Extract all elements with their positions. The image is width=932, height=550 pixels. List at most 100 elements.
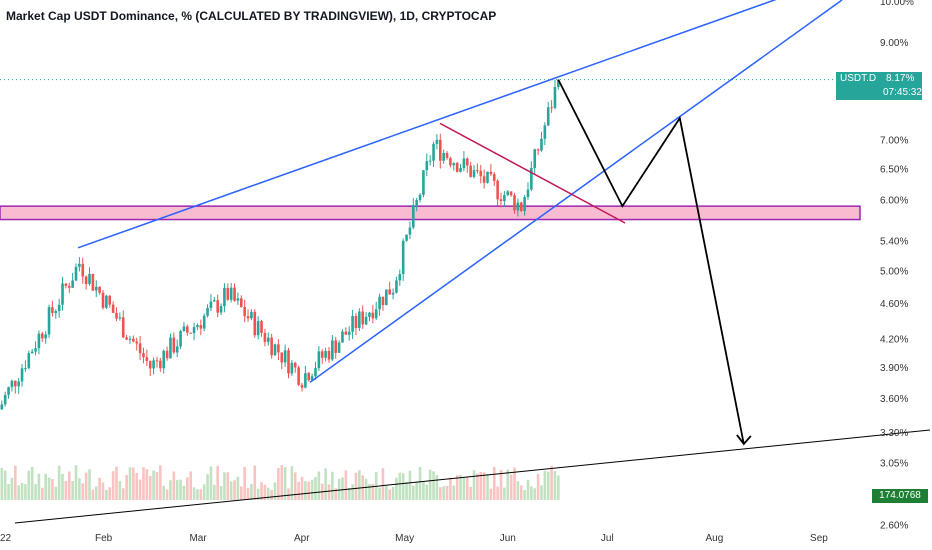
volume-bar (253, 465, 257, 500)
volume-bar (115, 466, 118, 500)
candle-body (57, 304, 61, 312)
candle-body (74, 266, 78, 281)
candle-body (371, 312, 375, 319)
candle-body (189, 332, 192, 334)
candle-body (121, 317, 125, 338)
candle-body (64, 283, 68, 286)
candle-body (155, 360, 159, 362)
volume-bar (51, 479, 54, 500)
volume-bar (105, 489, 108, 500)
candle-body (283, 350, 287, 363)
volume-bar (256, 488, 260, 500)
volume-bar (61, 473, 64, 500)
candle-body (526, 189, 530, 198)
volume-bar (388, 489, 391, 500)
volume-bar (118, 481, 122, 500)
volume-bar (37, 473, 41, 500)
candle-body (476, 170, 479, 172)
volume-bar (78, 478, 81, 500)
candle-body (364, 316, 368, 325)
candle-body (3, 394, 7, 405)
candle-body (175, 346, 179, 353)
candle-body (550, 107, 553, 109)
volume-bar (74, 465, 78, 500)
volume-bar (476, 473, 479, 500)
candle-body (47, 307, 51, 335)
volume-bar (3, 470, 7, 500)
volume-bar (391, 487, 395, 500)
volume-bar (452, 485, 456, 500)
candle-body (293, 362, 297, 368)
volume-bar (540, 485, 543, 500)
y-tick-label: 3.30% (880, 428, 908, 439)
volume-bar (287, 488, 290, 500)
volume-bar (135, 473, 139, 500)
candle-body (516, 202, 520, 211)
candle-body (445, 153, 449, 158)
volume-bar (482, 472, 486, 500)
y-tick-label: 6.50% (880, 164, 908, 175)
volume-bar (297, 481, 300, 500)
candle-body (489, 171, 493, 175)
volume-bar (304, 481, 307, 500)
volume-bar (128, 467, 132, 500)
candle-body (34, 348, 37, 352)
volume-bar (300, 476, 304, 500)
volume-bar (233, 480, 236, 500)
candle-body (479, 170, 483, 177)
candle-body (0, 404, 4, 410)
volume-bar (465, 476, 469, 500)
volume-bar (213, 484, 216, 500)
volume-bar (492, 467, 496, 500)
candle-body (519, 202, 523, 212)
candle-body (142, 353, 145, 358)
volume-bar (371, 483, 375, 500)
x-tick-label: Jul (601, 533, 614, 544)
y-tick-label: 5.40% (880, 237, 908, 248)
candle-body (432, 143, 435, 161)
y-tick-label: 3.05% (880, 459, 908, 470)
candle-body (125, 337, 128, 340)
volume-bar (455, 475, 459, 500)
candle-body (71, 280, 74, 288)
volume-bar (263, 484, 267, 500)
volume-bar (260, 482, 263, 500)
volume-bar (138, 479, 142, 500)
candle-body (40, 333, 44, 339)
volume-bar (334, 488, 338, 500)
volume-bar (91, 489, 95, 500)
candle-body (469, 165, 472, 177)
candle-body (449, 157, 452, 166)
candle-body (233, 287, 236, 301)
candle-body (300, 384, 304, 388)
volume-bar (44, 473, 47, 500)
x-tick-label: Mar (189, 533, 207, 544)
candle-body (44, 334, 47, 339)
volume-bar (385, 485, 388, 500)
candle-body (51, 307, 54, 313)
y-tick-label: 4.60% (880, 299, 908, 310)
candle-body (385, 289, 388, 306)
volume-bar (246, 487, 250, 500)
candle-body (152, 360, 155, 369)
candle-body (256, 321, 260, 336)
candle-body (236, 298, 240, 301)
volume-bar (179, 479, 182, 500)
volume-bar (216, 465, 219, 500)
candle-body (307, 373, 311, 381)
candle-body (98, 286, 101, 293)
candle-body (20, 368, 24, 382)
candle-body (101, 292, 105, 308)
candle-body (219, 306, 223, 313)
volume-bar (283, 467, 287, 500)
volume-bar (162, 485, 166, 500)
candle-body (553, 87, 557, 108)
candle-body (523, 197, 526, 212)
volume-bars (0, 465, 560, 500)
volume-bar (445, 485, 449, 500)
candle-body (243, 306, 246, 317)
volume-bar (27, 470, 31, 500)
volume-bar (236, 476, 240, 500)
volume-bar (125, 474, 128, 500)
volume-bar (364, 478, 368, 500)
